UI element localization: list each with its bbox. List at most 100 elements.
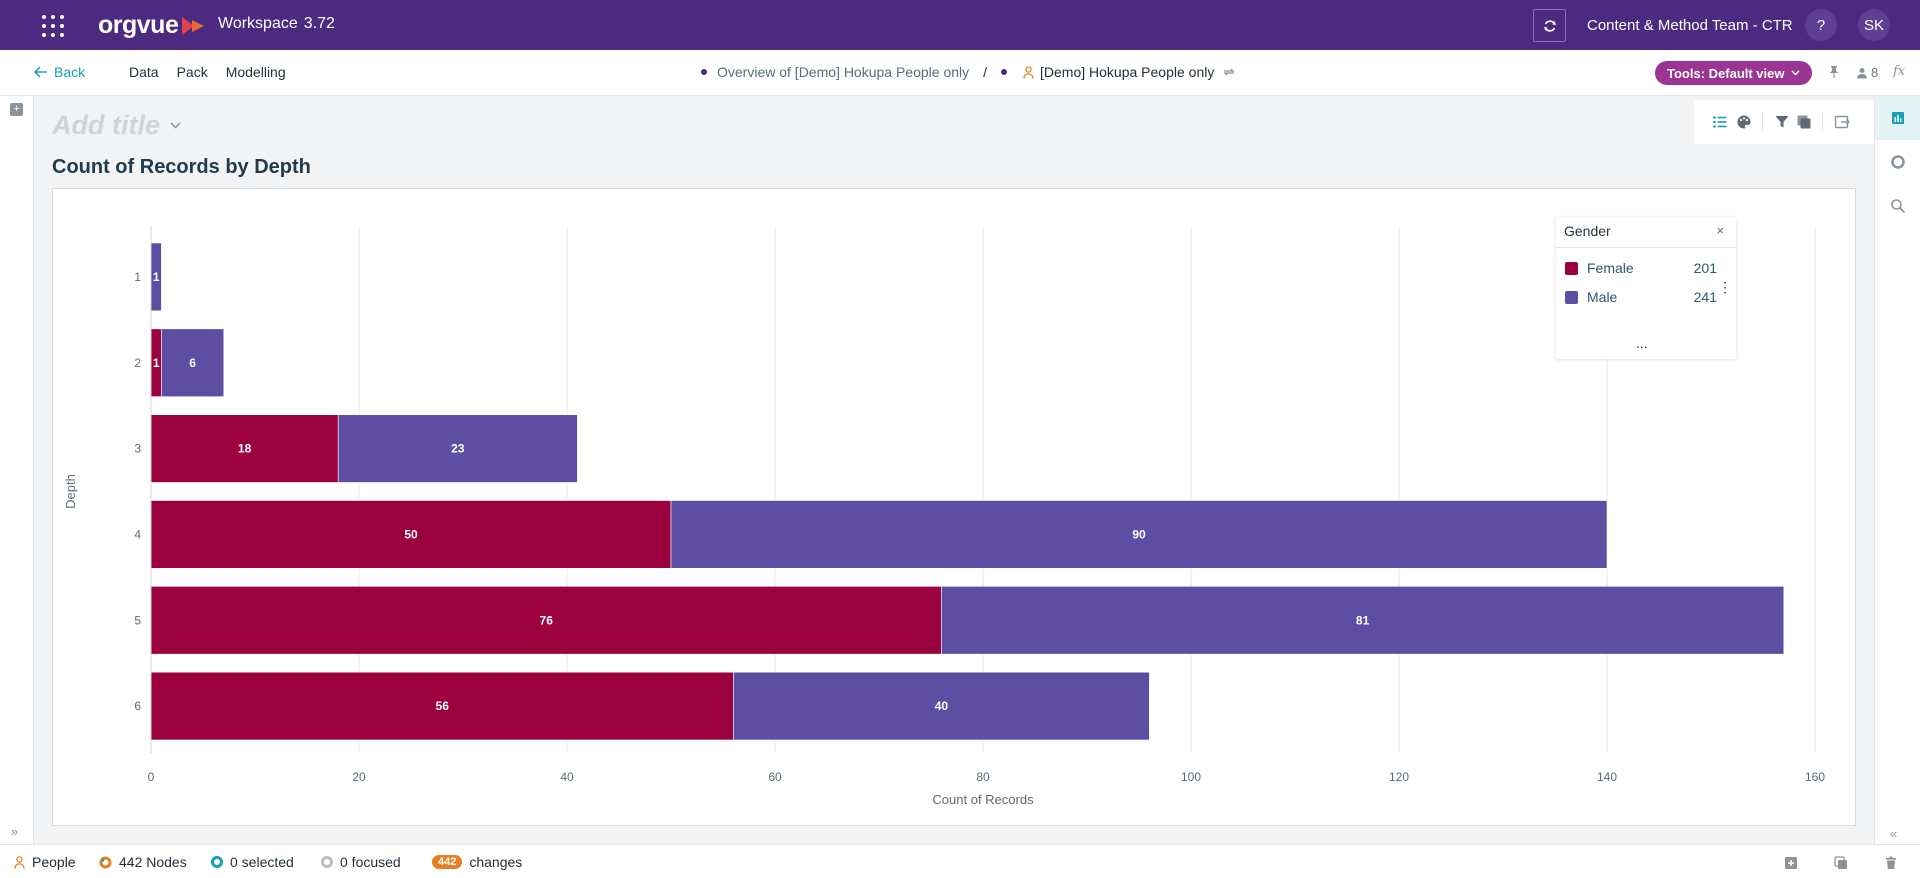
breadcrumb: Overview of [Demo] Hokupa People only / … bbox=[701, 64, 1236, 80]
legend-label-male: Male bbox=[1587, 289, 1618, 305]
secondary-nav: Back Data Pack Modelling Overview of [De… bbox=[0, 50, 1920, 96]
search-icon[interactable] bbox=[1890, 198, 1906, 214]
status-selected[interactable]: 0 selected bbox=[211, 854, 294, 870]
users-count[interactable]: 8 bbox=[1856, 65, 1878, 80]
menu-pack[interactable]: Pack bbox=[176, 64, 208, 80]
expand-left-icon[interactable]: » bbox=[11, 824, 19, 839]
x-tick-label: 0 bbox=[148, 770, 155, 784]
toolbar-divider bbox=[1822, 112, 1823, 132]
data-label: 1 bbox=[153, 270, 160, 284]
x-tick-label: 80 bbox=[976, 770, 990, 784]
breadcrumb-view[interactable]: Overview of [Demo] Hokupa People only bbox=[717, 64, 970, 80]
add-item-icon[interactable] bbox=[1784, 856, 1798, 870]
person-icon bbox=[1023, 65, 1034, 79]
legend-count-female: 201 bbox=[1693, 260, 1717, 276]
status-changes-label: changes bbox=[469, 854, 523, 870]
help-button[interactable]: ? bbox=[1805, 9, 1837, 41]
refresh-icon[interactable] bbox=[1222, 66, 1236, 78]
y-tick-label: 4 bbox=[134, 527, 141, 541]
add-title-placeholder: Add title bbox=[52, 110, 160, 140]
data-label: 23 bbox=[451, 442, 465, 456]
sync-icon bbox=[1543, 19, 1556, 32]
trash-icon[interactable] bbox=[1884, 856, 1898, 870]
status-focused[interactable]: 0 focused bbox=[321, 854, 401, 870]
bar-male-depth-5[interactable] bbox=[941, 586, 1785, 655]
team-name[interactable]: Content & Method Team - CTR bbox=[1587, 17, 1793, 34]
bar-female-depth-3[interactable] bbox=[150, 414, 339, 483]
y-tick-label: 2 bbox=[134, 356, 141, 370]
legend-label-female: Female bbox=[1587, 260, 1634, 276]
status-dataset-label: People bbox=[32, 854, 76, 870]
status-dataset[interactable]: People bbox=[14, 854, 76, 870]
legend-close-icon[interactable]: × bbox=[1716, 223, 1724, 238]
chart-panel-tab[interactable] bbox=[1875, 96, 1920, 140]
legend-swatch-female bbox=[1565, 261, 1578, 275]
x-tick-label: 160 bbox=[1805, 770, 1825, 784]
pin-icon[interactable] bbox=[1828, 65, 1840, 79]
y-axis-title: Depth bbox=[63, 474, 78, 509]
user-avatar[interactable]: SK bbox=[1858, 9, 1890, 41]
bar-male-depth-6[interactable] bbox=[733, 671, 1150, 741]
tools-label: Tools: Default view bbox=[1667, 65, 1785, 81]
bar-male-depth-4[interactable] bbox=[670, 500, 1608, 569]
x-tick-label: 140 bbox=[1597, 770, 1617, 784]
duplicate-icon[interactable] bbox=[1834, 856, 1848, 870]
back-button[interactable]: Back bbox=[34, 64, 85, 80]
arrow-left-icon bbox=[34, 66, 47, 78]
x-axis-title: Count of Records bbox=[932, 792, 1034, 807]
status-selected-label: 0 selected bbox=[230, 854, 294, 870]
palette-icon[interactable] bbox=[1736, 114, 1752, 130]
y-tick-label: 1 bbox=[134, 270, 141, 284]
users-icon bbox=[1857, 67, 1867, 78]
app-launcher-icon[interactable] bbox=[42, 15, 64, 37]
legend-item-female[interactable]: Female 201 bbox=[1565, 260, 1717, 276]
breadcrumb-separator: / bbox=[983, 64, 988, 80]
menu-data[interactable]: Data bbox=[129, 64, 159, 80]
title-chevron-down-icon[interactable] bbox=[170, 122, 181, 129]
y-tick-label: 3 bbox=[134, 442, 141, 456]
data-label: 6 bbox=[189, 356, 196, 370]
export-icon[interactable] bbox=[1834, 114, 1850, 130]
layers-icon[interactable] bbox=[1796, 114, 1812, 130]
person-icon bbox=[14, 855, 25, 869]
collapse-right-icon[interactable]: « bbox=[1890, 826, 1898, 841]
nodes-icon bbox=[99, 856, 112, 868]
legend-more-button[interactable]: ... bbox=[1636, 335, 1648, 351]
status-changes[interactable]: 442 changes bbox=[432, 854, 522, 870]
bar-male-depth-3[interactable] bbox=[337, 414, 578, 483]
sync-button[interactable] bbox=[1533, 9, 1566, 42]
back-label: Back bbox=[54, 64, 86, 80]
bar-female-depth-5[interactable] bbox=[150, 586, 942, 655]
filter-icon[interactable] bbox=[1774, 114, 1790, 130]
legend-swatch-male bbox=[1565, 290, 1578, 304]
breadcrumb-dataset[interactable]: [Demo] Hokupa People only bbox=[1040, 64, 1215, 80]
add-panel-icon[interactable]: + bbox=[10, 103, 23, 116]
logo-text: orgvue bbox=[98, 11, 179, 39]
data-label: 76 bbox=[540, 613, 554, 627]
legend-item-male[interactable]: Male 241 bbox=[1565, 289, 1717, 305]
orgvue-logo[interactable]: orgvue bbox=[98, 11, 206, 40]
legend-count-male: 241 bbox=[1693, 289, 1717, 305]
legend-kebab-icon[interactable]: ⋮ bbox=[1718, 279, 1732, 295]
circle-settings-icon[interactable] bbox=[1890, 154, 1906, 170]
add-title-field[interactable]: Add title bbox=[52, 110, 181, 141]
tools-dropdown[interactable]: Tools: Default view bbox=[1655, 61, 1812, 85]
bar-male-depth-2[interactable] bbox=[161, 328, 225, 397]
chart-title: Count of Records by Depth bbox=[52, 156, 311, 178]
bar-female-depth-6[interactable] bbox=[150, 671, 734, 741]
x-tick-label: 60 bbox=[768, 770, 782, 784]
data-label: 18 bbox=[238, 442, 252, 456]
bar-female-depth-4[interactable] bbox=[150, 500, 672, 569]
list-icon[interactable] bbox=[1712, 114, 1728, 130]
formula-button[interactable]: fx bbox=[1893, 64, 1906, 79]
status-nodes[interactable]: 442 Nodes bbox=[99, 854, 187, 870]
users-count-value: 8 bbox=[1871, 65, 1879, 80]
workspace-name: Workspace bbox=[218, 15, 298, 32]
right-panel-strip: « bbox=[1874, 96, 1920, 844]
workspace-version: 3.72 bbox=[303, 15, 335, 32]
data-label: 50 bbox=[404, 527, 418, 541]
legend-title: Gender bbox=[1564, 223, 1611, 239]
menu-modelling[interactable]: Modelling bbox=[225, 64, 286, 80]
chart-toolbar bbox=[1694, 100, 1874, 144]
